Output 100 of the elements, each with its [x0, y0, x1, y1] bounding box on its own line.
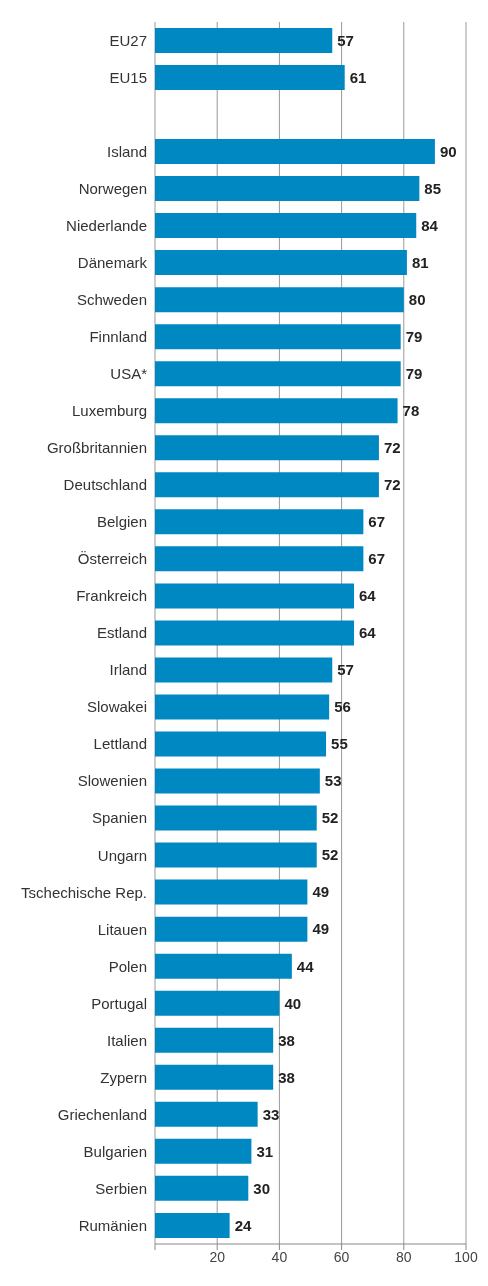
- y-tick-label: Niederlande: [66, 216, 147, 234]
- bar: [155, 953, 292, 979]
- y-tick-label: Lettland: [93, 735, 147, 753]
- bar: [155, 583, 355, 609]
- y-tick-label: Litauen: [97, 920, 147, 938]
- y-tick-label: Griechenland: [57, 1105, 147, 1123]
- data-label: 31: [256, 1142, 274, 1160]
- data-label: 38: [278, 1031, 295, 1049]
- y-tick-label: Luxemburg: [71, 402, 147, 420]
- data-label: 52: [321, 846, 339, 864]
- data-label: 57: [337, 31, 354, 49]
- data-label: 40: [284, 994, 302, 1012]
- data-label: 72: [383, 476, 401, 494]
- data-label: 64: [359, 587, 377, 605]
- y-tick-label: Spanien: [91, 809, 147, 827]
- data-label: 44: [296, 957, 315, 975]
- data-label: 90: [439, 142, 457, 160]
- x-tick-label: 60: [333, 1248, 350, 1265]
- y-tick-label: Slowakei: [86, 698, 147, 716]
- bar: [155, 398, 398, 424]
- data-label: 79: [405, 327, 423, 345]
- y-tick-label: Österreich: [77, 550, 147, 568]
- y-tick-label: Belgien: [96, 513, 147, 531]
- bar: [155, 1138, 252, 1164]
- bar: [155, 1101, 258, 1127]
- bar: [155, 509, 364, 535]
- bar: [155, 1212, 230, 1238]
- data-label: 55: [331, 735, 348, 753]
- bar: [155, 1175, 249, 1201]
- data-label: 38: [278, 1068, 295, 1086]
- x-tick-label: 100: [454, 1248, 478, 1265]
- bar: [155, 842, 317, 868]
- bar: [155, 731, 327, 757]
- data-label: 85: [424, 179, 442, 197]
- bar: [155, 176, 420, 202]
- y-tick-label: Deutschland: [63, 476, 147, 494]
- bar: [155, 250, 407, 276]
- y-tick-label: Zypern: [100, 1068, 147, 1086]
- y-tick-label: Polen: [108, 957, 147, 975]
- data-label: 81: [411, 253, 429, 271]
- bar: [155, 361, 401, 387]
- bar: [155, 990, 280, 1016]
- y-tick-label: Ungarn: [97, 846, 147, 864]
- data-label: 80: [408, 290, 426, 308]
- y-tick-label: Serbien: [95, 1179, 147, 1197]
- data-label: 49: [312, 920, 330, 938]
- bar: [155, 1064, 274, 1090]
- y-tick-label: EU27: [109, 31, 147, 49]
- y-tick-label: Irland: [109, 661, 147, 679]
- data-label: 33: [262, 1105, 280, 1123]
- data-label: 30: [253, 1179, 270, 1197]
- y-tick-label: Norwegen: [78, 179, 147, 197]
- y-tick-label: EU15: [109, 68, 147, 86]
- bar: [155, 472, 379, 498]
- bar: [155, 916, 308, 942]
- bar: [155, 64, 345, 90]
- y-tick-label: USA*: [110, 365, 148, 383]
- data-label: 57: [337, 661, 354, 679]
- data-label: 79: [405, 365, 423, 383]
- bar: [155, 27, 333, 53]
- y-tick-label: Tschechische Rep.: [21, 883, 147, 901]
- bar: [155, 694, 330, 720]
- bar: [155, 435, 379, 461]
- data-label: 67: [368, 550, 386, 568]
- bar: [155, 139, 435, 165]
- y-tick-label: Bulgarien: [83, 1142, 147, 1160]
- bar: [155, 546, 364, 572]
- bar: [155, 657, 333, 683]
- data-label: 52: [321, 809, 339, 827]
- y-tick-label: Portugal: [91, 994, 147, 1012]
- y-tick-label: Großbritannien: [46, 439, 147, 457]
- data-label: 56: [334, 698, 351, 716]
- x-tick-label: 40: [271, 1248, 288, 1265]
- bar: [155, 805, 317, 831]
- bar: [155, 213, 417, 239]
- y-tick-label: Schweden: [76, 291, 147, 309]
- data-label: 61: [349, 68, 367, 86]
- data-label: 84: [421, 216, 439, 234]
- x-tick-label: 20: [209, 1248, 226, 1265]
- bar: [155, 324, 401, 350]
- bar: [155, 287, 404, 313]
- data-label: 72: [383, 439, 401, 457]
- data-label: 24: [234, 1216, 252, 1234]
- data-label: 78: [402, 402, 420, 420]
- y-tick-label: Estland: [96, 624, 147, 642]
- y-tick-label: Island: [106, 142, 147, 160]
- y-tick-label: Frankreich: [76, 587, 147, 605]
- bar: [155, 1027, 274, 1053]
- y-tick-label: Dänemark: [77, 254, 148, 272]
- bar: [155, 620, 355, 646]
- y-tick-label: Finnland: [89, 328, 147, 346]
- bar: [155, 879, 308, 905]
- data-label: 53: [324, 772, 342, 790]
- bar: [155, 768, 320, 794]
- y-tick-label: Rumänien: [78, 1216, 147, 1234]
- data-label: 64: [359, 624, 377, 642]
- x-tick-label: 80: [396, 1248, 412, 1265]
- y-tick-label: Italien: [106, 1031, 147, 1049]
- data-label: 67: [368, 513, 386, 531]
- data-label: 49: [312, 883, 330, 901]
